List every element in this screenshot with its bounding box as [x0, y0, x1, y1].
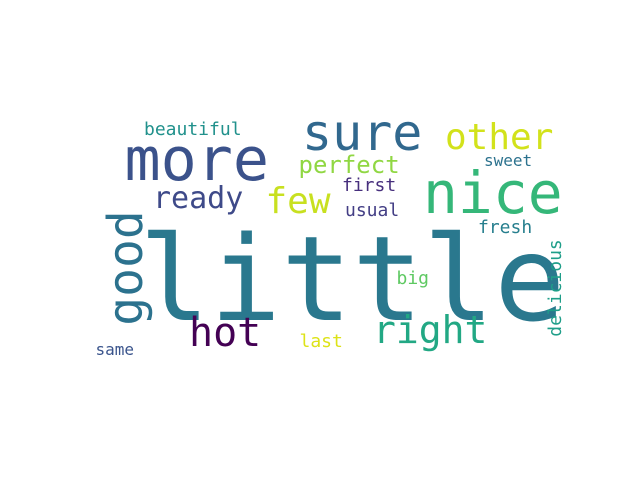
- word-perfect: perfect: [298, 151, 400, 179]
- word-good: good: [97, 210, 154, 326]
- word-usual: usual: [345, 200, 400, 221]
- word-last: last: [299, 331, 343, 352]
- word-right: right: [373, 308, 488, 352]
- word-sweet: sweet: [484, 151, 533, 170]
- word-other: other: [445, 117, 554, 158]
- word-same: same: [95, 340, 135, 359]
- word-few: few: [265, 181, 331, 222]
- word-fresh: fresh: [478, 217, 533, 238]
- word-sure: sure: [302, 104, 423, 162]
- word-big: big: [396, 268, 430, 289]
- word-little: little: [139, 210, 566, 348]
- word-ready: ready: [153, 181, 244, 216]
- word-nice: nice: [423, 159, 563, 227]
- word-beautiful: beautiful: [144, 119, 242, 140]
- word-delicious: delicious: [544, 239, 566, 337]
- word-hot: hot: [189, 310, 262, 356]
- word-first: first: [342, 175, 397, 196]
- word-more: more: [124, 125, 270, 195]
